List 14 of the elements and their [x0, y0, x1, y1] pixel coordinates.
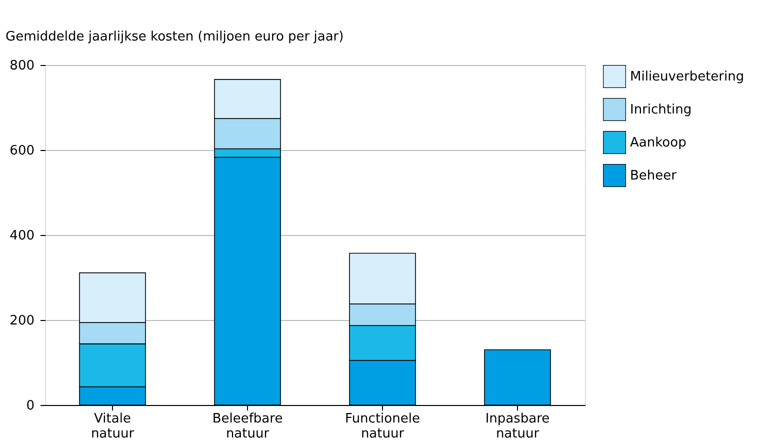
x-tick-label: Functionele natuur — [345, 412, 420, 442]
y-tick-label: 200 — [10, 314, 34, 328]
y-tick-label: 400 — [10, 228, 34, 244]
x-tick-label: Beleefbare natuur — [212, 412, 283, 442]
x-tick-label: Vitale natuur — [90, 412, 135, 442]
y-tick-label: 800 — [10, 58, 34, 74]
y-tick-label: 0 — [26, 398, 34, 414]
y-tick-label: 600 — [10, 144, 34, 158]
legend-label: Beheer — [630, 168, 678, 184]
x-tick-label: Inpasbare natuur — [485, 412, 550, 442]
y-axis-title: Gemiddelde jaarlijkse kosten (miljoen euro per jaar) — [6, 30, 344, 44]
legend-label: Milieuverbetering — [630, 70, 744, 84]
legend-label: Aankoop — [630, 136, 686, 150]
legend-label: Inrichting — [630, 102, 692, 118]
